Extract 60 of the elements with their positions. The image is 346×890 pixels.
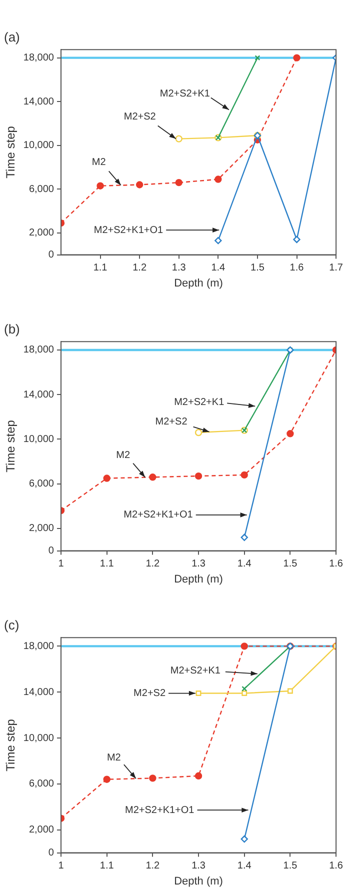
x-tick-label: 1.6 (329, 860, 344, 872)
x-axis-title: Depth (m) (174, 875, 223, 888)
x-tick-label: 1.7 (329, 262, 344, 274)
text: M2+S2+K1 (170, 666, 221, 677)
series-label: M2 (92, 156, 106, 168)
x-tick-label: 1.3 (192, 558, 206, 570)
x-tick-label: 1.3 (192, 860, 206, 872)
text: M2+S2 (134, 688, 166, 700)
x-tick-label: 1.4 (211, 262, 226, 274)
y-axis-title: Time step (4, 718, 18, 772)
x-tick-label: 1.2 (146, 558, 160, 570)
y-tick-label: 18,000 (23, 344, 54, 356)
text: M2+S2+K1+O1 (125, 804, 195, 816)
text: M2+S2+K1+O1 (94, 224, 164, 236)
y-tick-label: 0 (48, 546, 54, 557)
y-tick-label: 14,000 (23, 389, 54, 400)
y-tick-label: 6,000 (28, 778, 54, 790)
chart-title: (c) (4, 617, 20, 632)
x-tick-label: 1.5 (283, 860, 298, 872)
series-label: M2 (106, 752, 122, 764)
x-tick-label: 1.4 (237, 860, 252, 872)
x-tick-label: 1.1 (93, 262, 108, 274)
y-tick-label: 14,000 (23, 96, 54, 108)
x-axis-title: Depth (m) (174, 277, 223, 290)
series-label: M2 (116, 450, 130, 462)
chart-title: (b) (4, 321, 20, 336)
y-tick-label: 14,000 (23, 686, 54, 698)
y-tick-label: 10,000 (23, 434, 54, 445)
text: M2+S2+K1+O1 (124, 510, 194, 521)
series-label: M2+S2 (155, 416, 188, 428)
x-tick-label: 1.2 (146, 860, 160, 872)
y-tick-label: 2,000 (28, 824, 54, 836)
x-tick-label: 1.5 (283, 558, 298, 570)
text: M2+S2+K1 (174, 396, 225, 408)
y-tick-label: 2,000 (28, 228, 54, 239)
x-axis-title: Depth (m) (174, 573, 223, 586)
chart-title: (a) (4, 29, 20, 44)
y-tick-label: 2,000 (28, 523, 54, 534)
y-tick-label: 0 (48, 250, 54, 261)
y-tick-label: 0 (48, 848, 54, 859)
y-tick-label: 6,000 (28, 478, 54, 490)
y-tick-label: 10,000 (23, 732, 54, 744)
x-tick-label: 1.4 (237, 558, 252, 570)
x-tick-label: 1 (58, 558, 64, 570)
x-tick-label: 1.6 (290, 262, 304, 274)
x-tick-label: 1.1 (100, 558, 114, 570)
x-tick-label: 1.6 (329, 558, 344, 570)
x-tick-label: 1.3 (172, 262, 186, 274)
y-axis-title: Time step (4, 126, 18, 178)
x-tick-label: 1.1 (100, 860, 114, 872)
x-tick-label: 1 (58, 860, 64, 872)
y-tick-label: 6,000 (28, 184, 54, 195)
x-tick-label: 1.2 (132, 262, 147, 274)
y-tick-label: 18,000 (23, 640, 54, 652)
text: M2+S2 (124, 112, 156, 123)
y-tick-label: 10,000 (23, 140, 54, 152)
y-axis-title: Time step (4, 420, 18, 472)
text: M2+S2+K1 (160, 88, 210, 100)
x-tick-label: 1.5 (250, 262, 265, 274)
y-tick-label: 18,000 (23, 52, 54, 64)
